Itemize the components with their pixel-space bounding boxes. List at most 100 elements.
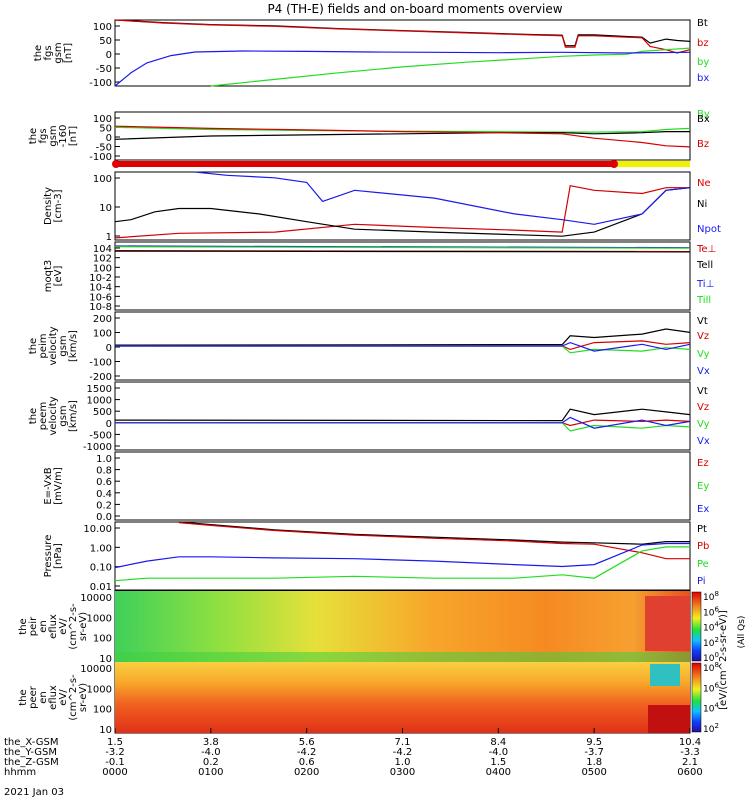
ylabel-fgs_gse-3: -160 <box>58 125 69 148</box>
ylabel-fgs-2: gsm <box>53 42 64 63</box>
ylabel-pressure-0: Pressure <box>43 535 54 578</box>
xaxis-value-1-0: -3.2 <box>105 747 125 758</box>
ytick-density-2: 1 <box>106 232 112 243</box>
legend-fgs_gse-By: By <box>697 109 710 120</box>
spectrogram-peir-hot-region <box>645 596 690 651</box>
colorbar-tick-peer-1: 106 <box>703 681 719 694</box>
xaxis-row-label-3: hhmm <box>4 767 36 778</box>
series-fgs-bz <box>114 19 691 54</box>
ylabel-pressure-1: [nPa] <box>53 543 64 569</box>
legend-density-Ne: Ne <box>697 178 711 189</box>
ylabel-temperature-0: moqt3 <box>43 260 54 293</box>
xaxis-value-0-4: 8.4 <box>490 737 506 748</box>
colorbar-peer <box>691 662 702 733</box>
ytick-efield-2: 0.6 <box>96 477 112 488</box>
xaxis-value-3-0: 0000 <box>102 767 127 778</box>
series-fgs-bx <box>114 50 691 87</box>
xaxis-row-label-2: the_Z-GSM <box>4 757 59 768</box>
ylabel-fgs-1: fgs <box>43 45 54 60</box>
ytick-peem_velocity-1: 1000 <box>87 396 112 407</box>
ylabel-peem_velocity-0: the <box>28 408 39 424</box>
ytick-efield-4: 0.2 <box>96 500 112 511</box>
xaxis-value-3-1: 0100 <box>198 767 223 778</box>
ytick-peir-3: 10 <box>99 654 112 665</box>
ylabel-peem_velocity-3: gsm <box>58 405 69 426</box>
series-density-Ni <box>114 187 691 237</box>
spectrogram-peer-fill <box>115 662 690 733</box>
ytick-fgs_gse-0: 100 <box>93 114 112 125</box>
ylabel-peir-0: the <box>18 618 29 634</box>
ytick-pressure-3: 0.01 <box>90 582 112 593</box>
legend-peim_velocity-Vx: Vx <box>697 366 710 377</box>
ylabel-peer-4: eV/ <box>58 689 69 706</box>
xaxis-value-0-5: 9.5 <box>586 737 602 748</box>
xaxis-value-1-5: -3.7 <box>584 747 604 758</box>
orbit-bar-yellow <box>615 161 690 167</box>
legend-temperature-Tell: Tell <box>696 260 713 271</box>
xaxis-value-2-1: 0.2 <box>203 757 219 768</box>
frame-temperature <box>114 241 691 311</box>
colorbar-tick-peir-0: 108 <box>703 590 719 603</box>
xaxis-value-0-1: 3.8 <box>203 737 219 748</box>
date-label: 2021 Jan 03 <box>4 787 64 798</box>
ytick-density-1: 10 <box>99 203 112 214</box>
legend-efield-Ey: Ey <box>697 481 709 492</box>
orbit-bar-start-marker <box>112 160 120 168</box>
ytick-peer-2: 100 <box>93 705 112 716</box>
legend-fgs-bz: bz <box>697 38 709 49</box>
series-pressure-Pi <box>114 542 690 569</box>
ylabel-fgs_gse-1: fgs <box>38 128 49 143</box>
series-density-Npot <box>194 171 691 225</box>
legend-temperature-Te⊥: Te⊥ <box>696 244 716 255</box>
ytick-peim_velocity-2: 0 <box>106 343 112 354</box>
ylabel-temperature-1: [eV] <box>53 266 64 287</box>
colorbar-tick-peer-3: 102 <box>703 722 719 735</box>
ylabel-fgs-3: [nT] <box>63 43 74 63</box>
ylabel-fgs_gse-2: gsm <box>48 125 59 146</box>
ytick-fgs-3: -50 <box>96 64 112 75</box>
ytick-peer-1: 1000 <box>87 684 112 695</box>
xaxis-value-1-1: -4.0 <box>201 747 221 758</box>
ytick-pressure-0: 10.00 <box>83 524 112 535</box>
series-temperature-Tell <box>114 250 691 253</box>
panel-peim_velocity: the peim velocity gsm [km/s] 200 100 0 -100 -200 V… <box>28 311 710 383</box>
ylabel-peir-3: eflux <box>48 614 59 639</box>
frame-fgs <box>114 19 691 87</box>
spectrogram-peir-low-band <box>115 652 690 662</box>
xaxis-value-3-2: 0200 <box>294 767 319 778</box>
legend-peem_velocity-Vy: Vy <box>697 419 710 430</box>
ytick-efield-3: 0.4 <box>96 489 112 500</box>
frame-pressure <box>114 521 691 591</box>
ylabel-peim_velocity-0: the <box>28 338 39 354</box>
ylabel-peer-3: eflux <box>48 685 59 710</box>
panel-efield: E=-VxB [mV/m] 1.00.80.60.40.20.0 Ez Ey Ex <box>43 451 709 523</box>
ylabel-efield-0: E=-VxB <box>43 467 54 504</box>
ytick-temperature-0: 104 <box>93 244 112 255</box>
ytick-peir-2: 100 <box>93 634 112 645</box>
xaxis-value-3-3: 0300 <box>390 767 415 778</box>
panel-pressure: Pressure [nPa] 10.00 1.00 0.10 0.01 Pt Pb Pe Pi <box>43 521 709 593</box>
ytick-pressure-1: 1.00 <box>90 543 112 554</box>
legend-pressure-Pi: Pi <box>697 576 706 587</box>
ylabel-fgs_gse-0: the <box>28 128 39 144</box>
ylabel-peer-0: the <box>18 689 29 705</box>
series-fgs_gse-Bx <box>114 131 690 140</box>
xaxis-value-1-2: -4.2 <box>297 747 317 758</box>
series-density-Ne <box>114 184 690 239</box>
ytick-peem_velocity-5: -1000 <box>83 442 112 453</box>
ytick-fgs_gse-1: 50 <box>99 124 112 135</box>
xaxis-value-2-4: 1.5 <box>490 757 506 768</box>
legend-peim_velocity-Vz: Vz <box>697 331 709 342</box>
ytick-fgs-2: 0 <box>106 50 112 61</box>
xaxis-value-2-0: -0.1 <box>105 757 125 768</box>
ytick-peim_velocity-4: -200 <box>89 372 112 383</box>
frame-peem_velocity <box>114 381 691 451</box>
orbit-bar-red <box>115 161 615 167</box>
legend-peem_velocity-Vx: Vx <box>697 436 710 447</box>
ytick-fgs_gse-4: -100 <box>89 152 112 163</box>
